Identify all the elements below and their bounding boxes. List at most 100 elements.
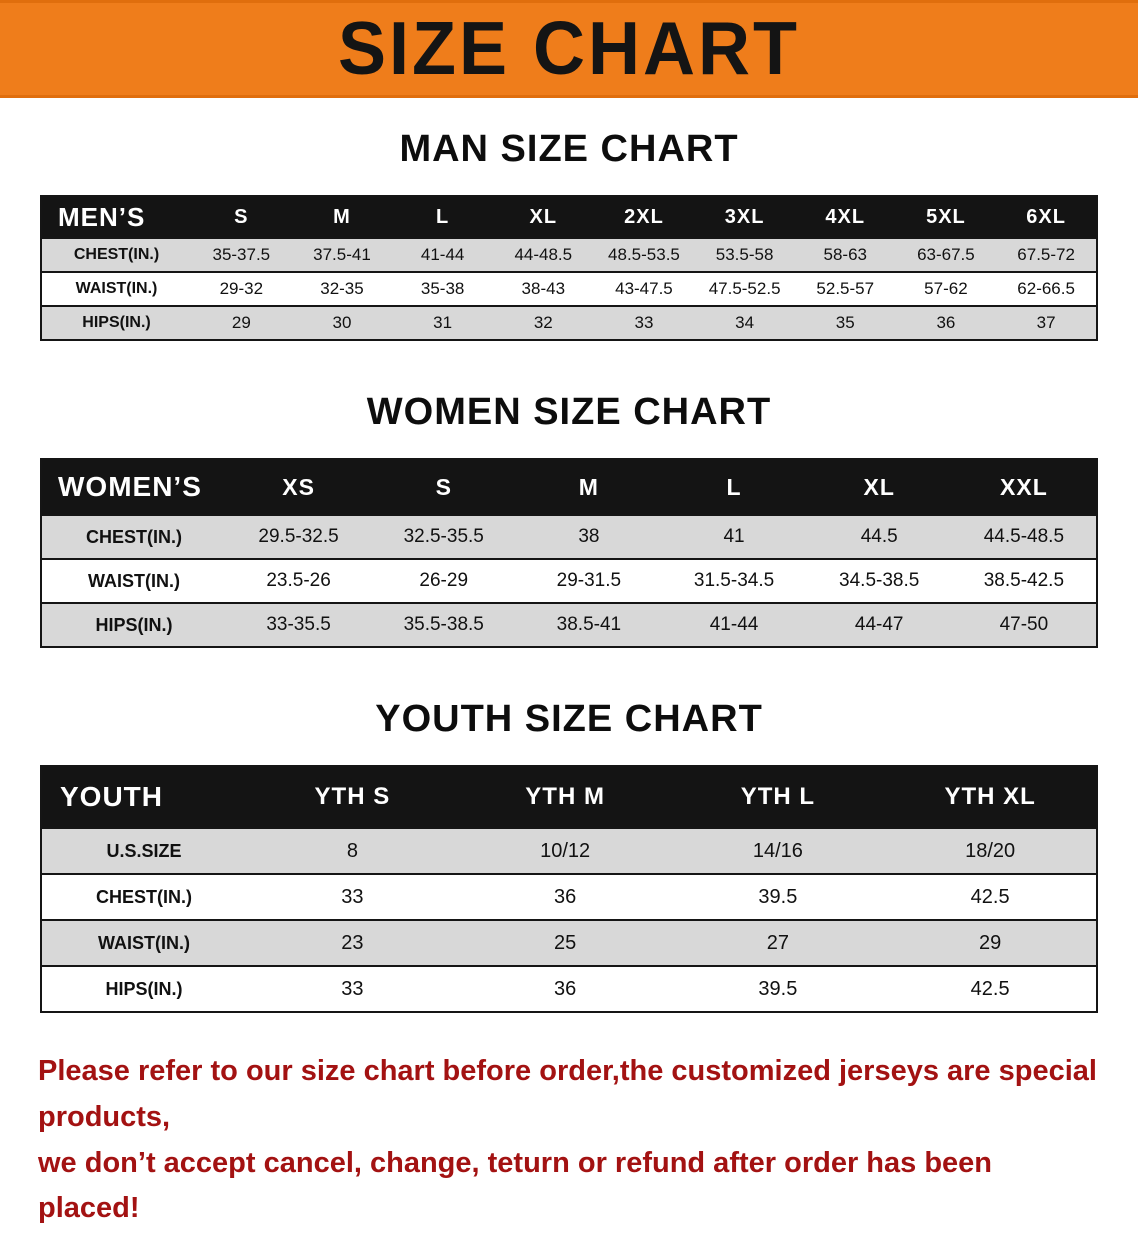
row-label: CHEST(IN.) — [41, 514, 226, 559]
table-corner-label: MEN’S — [41, 196, 191, 238]
size-value: 41 — [661, 514, 807, 559]
size-column-header: L — [661, 459, 807, 515]
row-label: HIPS(IN.) — [41, 305, 191, 340]
table-corner-label: WOMEN’S — [41, 459, 226, 515]
banner: SIZE CHART — [0, 0, 1138, 98]
size-value: 58-63 — [794, 237, 896, 272]
size-value: 35-37.5 — [191, 237, 292, 272]
size-value: 33 — [246, 873, 459, 920]
size-value: 44.5 — [806, 514, 952, 559]
size-value: 44-48.5 — [492, 237, 594, 272]
size-value: 57-62 — [895, 271, 997, 306]
disclaimer-line-2: we don’t accept cancel, change, teturn o… — [38, 1146, 992, 1225]
size-column-header: YTH M — [458, 766, 672, 828]
size-value: 32.5-35.5 — [371, 514, 517, 559]
size-value: 39.5 — [671, 965, 885, 1012]
size-value: 29-32 — [191, 271, 292, 306]
size-value: 26-29 — [371, 558, 517, 603]
size-value: 31.5-34.5 — [661, 558, 807, 603]
size-value: 10/12 — [458, 827, 672, 874]
size-value: 34.5-38.5 — [806, 558, 952, 603]
size-value: 30 — [291, 305, 393, 340]
women-section-heading: WOMEN SIZE CHART — [366, 391, 772, 433]
size-column-header: M — [516, 459, 662, 515]
size-value: 39.5 — [671, 873, 885, 920]
row-label: WAIST(IN.) — [41, 271, 191, 306]
size-value: 14/16 — [671, 827, 885, 874]
size-value: 34 — [694, 305, 795, 340]
women-size-table: WOMEN’S XS S M L XL XXL CHEST(IN.) 29.5-32.5 32.5… — [40, 458, 1098, 648]
size-value: 8 — [246, 827, 459, 874]
size-value: 35 — [794, 305, 896, 340]
youth-section-heading: YOUTH SIZE CHART — [375, 698, 763, 740]
size-column-header: XXL — [951, 459, 1097, 515]
row-label: WAIST(IN.) — [41, 919, 246, 966]
men-section-heading: MAN SIZE CHART — [399, 128, 739, 170]
disclaimer-line-1: Please refer to our size chart before or… — [38, 1055, 1097, 1133]
page-title: SIZE CHART — [338, 7, 800, 92]
size-value: 31 — [392, 305, 493, 340]
table-row: WAIST(IN.) 23 25 27 29 — [41, 919, 1097, 966]
size-column-header: YTH S — [246, 766, 459, 828]
table-corner-label: YOUTH — [41, 766, 246, 828]
size-column-header: 4XL — [794, 196, 896, 238]
table-header-row: YOUTH YTH S YTH M YTH L YTH XL — [41, 766, 1097, 828]
size-value: 32-35 — [291, 271, 393, 306]
size-value: 29-31.5 — [516, 558, 662, 603]
size-value: 23 — [246, 919, 459, 966]
table-row: HIPS(IN.) 33 36 39.5 42.5 — [41, 965, 1097, 1012]
table-row: WAIST(IN.) 29-32 32-35 35-38 38-43 43-47.5 47.… — [41, 271, 1097, 306]
size-value: 35-38 — [392, 271, 493, 306]
row-label: U.S.SIZE — [41, 827, 246, 874]
table-row: HIPS(IN.) 33-35.5 35.5-38.5 38.5-41 41-44 44-… — [41, 602, 1097, 647]
size-value: 25 — [458, 919, 672, 966]
size-value: 44.5-48.5 — [951, 514, 1097, 559]
disclaimer: Please refer to our size chart before or… — [38, 1049, 1100, 1232]
table-header-row: MEN’S S M L XL 2XL 3XL 4XL 5XL 6XL — [41, 196, 1097, 238]
table-row: CHEST(IN.) 35-37.5 37.5-41 41-44 44-48.5 48.5… — [41, 237, 1097, 272]
size-value: 36 — [458, 965, 672, 1012]
size-column-header: XL — [806, 459, 952, 515]
table-row: CHEST(IN.) 33 36 39.5 42.5 — [41, 873, 1097, 920]
size-value: 29.5-32.5 — [226, 514, 372, 559]
size-value: 44-47 — [806, 602, 952, 647]
size-value: 29 — [884, 919, 1097, 966]
size-value: 42.5 — [884, 965, 1097, 1012]
size-value: 47.5-52.5 — [694, 271, 795, 306]
youth-size-section: YOUTH SIZE CHART YOUTH YTH S YTH M YTH L YTH… — [0, 698, 1138, 1013]
size-column-header: S — [371, 459, 517, 515]
size-column-header: XL — [492, 196, 594, 238]
size-value: 43-47.5 — [593, 271, 695, 306]
men-size-section: MAN SIZE CHART MEN’S S M L XL 2XL 3XL 4XL 5XL 6XL… — [0, 128, 1138, 341]
size-value: 67.5-72 — [996, 237, 1097, 272]
size-column-header: M — [291, 196, 393, 238]
men-size-table: MEN’S S M L XL 2XL 3XL 4XL 5XL 6XL CHEST(IN.) 35-37… — [40, 195, 1098, 341]
size-value: 53.5-58 — [694, 237, 795, 272]
size-value: 47-50 — [951, 602, 1097, 647]
row-label: HIPS(IN.) — [41, 602, 226, 647]
size-value: 37 — [996, 305, 1097, 340]
size-value: 37.5-41 — [291, 237, 393, 272]
row-label: CHEST(IN.) — [41, 873, 246, 920]
size-value: 33-35.5 — [226, 602, 372, 647]
size-value: 62-66.5 — [996, 271, 1097, 306]
row-label: WAIST(IN.) — [41, 558, 226, 603]
size-value: 63-67.5 — [895, 237, 997, 272]
size-column-header: YTH L — [671, 766, 885, 828]
size-column-header: L — [392, 196, 493, 238]
size-value: 42.5 — [884, 873, 1097, 920]
size-column-header: S — [191, 196, 292, 238]
size-value: 52.5-57 — [794, 271, 896, 306]
size-column-header: 2XL — [593, 196, 695, 238]
size-value: 38.5-42.5 — [951, 558, 1097, 603]
size-value: 35.5-38.5 — [371, 602, 517, 647]
table-row: WAIST(IN.) 23.5-26 26-29 29-31.5 31.5-34.5 34… — [41, 558, 1097, 603]
size-column-header: 5XL — [895, 196, 997, 238]
size-value: 23.5-26 — [226, 558, 372, 603]
women-size-section: WOMEN SIZE CHART WOMEN’S XS S M L XL XXL CHEST(… — [0, 391, 1138, 648]
size-value: 33 — [246, 965, 459, 1012]
table-row: CHEST(IN.) 29.5-32.5 32.5-35.5 38 41 44.5 44.5… — [41, 514, 1097, 559]
row-label: CHEST(IN.) — [41, 237, 191, 272]
size-value: 41-44 — [661, 602, 807, 647]
youth-size-table: YOUTH YTH S YTH M YTH L YTH XL U.S.SIZE 8 10/12… — [40, 765, 1098, 1013]
